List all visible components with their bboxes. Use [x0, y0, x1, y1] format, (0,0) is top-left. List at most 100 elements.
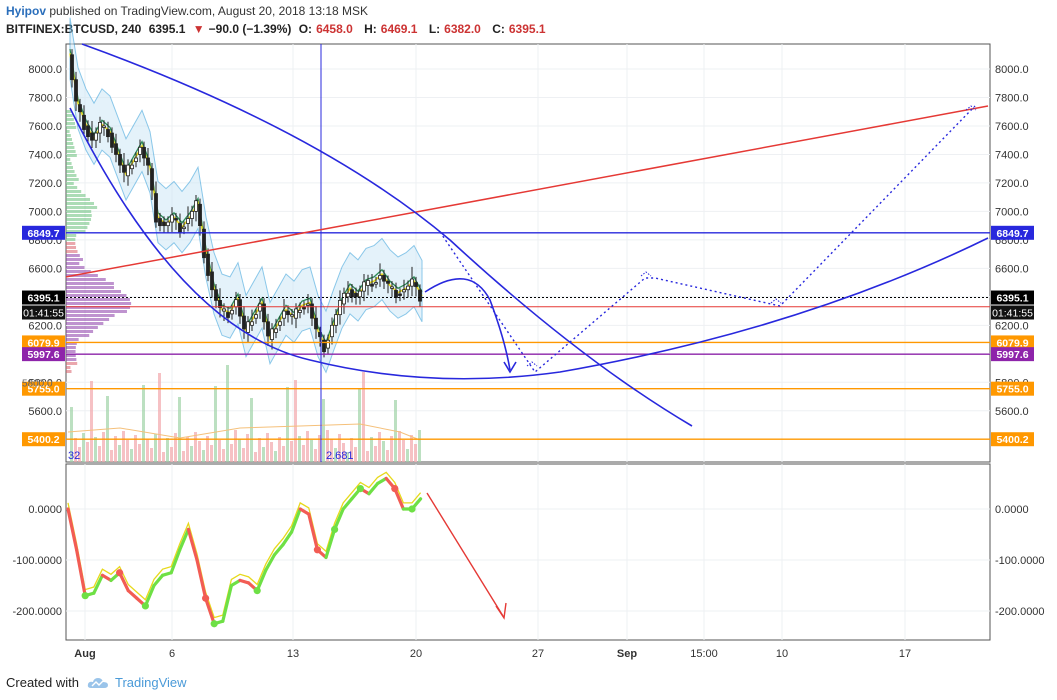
volume-bar	[230, 444, 233, 462]
author-name[interactable]: Hyipov	[6, 4, 47, 18]
volume-profile-bar	[66, 366, 71, 369]
x-tick-label: Sep	[617, 648, 637, 660]
y-tick-label-left: 8000.0	[28, 64, 62, 76]
candle-body	[290, 314, 294, 317]
candle-body	[182, 226, 186, 229]
level-badge-label: 6395.1	[996, 293, 1028, 305]
candle-body	[242, 315, 246, 330]
candle-body	[294, 308, 298, 319]
candle-body	[158, 218, 162, 227]
y-tick-label-left: 5600.0	[28, 406, 62, 418]
x-tick-label: 6	[169, 648, 175, 660]
volume-bar	[410, 435, 413, 462]
volume-bar	[358, 388, 361, 462]
volume-bar	[350, 438, 353, 462]
oscillator-segment	[324, 527, 337, 560]
bollinger-band	[69, 17, 423, 374]
volume-profile-bar	[66, 190, 82, 193]
volume-profile-bar	[66, 298, 130, 301]
level-badge-label: 5755.0	[27, 384, 59, 396]
volume-profile-bar	[66, 318, 110, 321]
oscillator-segment	[221, 583, 233, 623]
forecast-arrow-head-icon	[495, 602, 507, 620]
volume-bar	[154, 434, 157, 462]
oscillator-segment	[290, 507, 302, 534]
candle-body	[138, 146, 142, 155]
volume-bar	[90, 381, 93, 462]
volume-bar	[122, 431, 125, 462]
volume-bar	[238, 439, 241, 462]
candle-body	[326, 339, 330, 349]
candle-body	[206, 253, 210, 276]
y-tick-label-left: 7200.0	[28, 178, 62, 190]
candle-body	[386, 280, 390, 284]
oscillator-segment	[333, 507, 345, 532]
volume-value-label: 32	[68, 450, 80, 462]
osc-tick-label-right: -100.0000	[995, 555, 1045, 567]
candle-body	[278, 321, 282, 326]
candle-body	[410, 278, 414, 287]
level-badge	[22, 290, 65, 305]
level-badge-label: 5755.0	[996, 384, 1028, 396]
volume-profile-bar	[66, 278, 106, 281]
volume-profile-bar	[66, 314, 115, 317]
candle-body	[298, 309, 302, 313]
osc-tick-label-left: -100.0000	[12, 555, 62, 567]
candle-body	[390, 286, 394, 289]
tradingview-brand[interactable]: TradingView	[114, 675, 187, 690]
candle-body	[178, 223, 182, 233]
candle-body	[330, 324, 334, 338]
volume-bar	[298, 436, 301, 462]
volume-bar	[214, 386, 217, 462]
volume-bar	[146, 439, 149, 462]
volume-profile-bar	[66, 354, 76, 357]
candle-body	[354, 292, 358, 298]
y-tick-label-left: 7000.0	[28, 206, 62, 218]
x-tick-label: 13	[287, 648, 299, 660]
oscillator-segment	[126, 588, 139, 600]
volume-profile-bar	[66, 362, 78, 365]
footer: Created with TradingView	[6, 675, 187, 690]
level-badge	[22, 335, 65, 350]
level-badge	[991, 225, 1034, 240]
volume-bar	[278, 437, 281, 462]
candle-body	[322, 339, 326, 353]
candle-body	[346, 292, 350, 298]
volume-bars	[70, 365, 421, 462]
volume-profile-bar	[66, 178, 79, 181]
volume-bar	[98, 446, 101, 462]
y-tick-label-right: 5600.0	[995, 406, 1029, 418]
trend-line-red	[65, 105, 989, 278]
volume-bar	[270, 442, 273, 462]
x-tick-label: 27	[532, 648, 544, 660]
oscillator-segment	[272, 543, 285, 557]
volume-bar	[390, 436, 393, 462]
cross-marker	[391, 485, 399, 493]
volume-profile-bar	[66, 198, 90, 201]
volume-profile-bar	[66, 350, 76, 353]
candle-body	[130, 164, 134, 170]
volume-profile-bar	[66, 110, 72, 113]
oscillator-segment	[152, 573, 165, 588]
candle-body	[170, 214, 174, 223]
volume-bar	[338, 434, 341, 462]
high-value: H: 6469.1	[364, 22, 418, 36]
y-tick-label-left: 6600.0	[28, 263, 62, 275]
candle-body	[266, 321, 270, 337]
volume-bar	[310, 440, 313, 462]
level-badge	[22, 381, 65, 396]
x-tick-label: 15:00	[690, 648, 718, 660]
oscillator-segment	[298, 507, 311, 516]
volume-bar	[414, 444, 417, 462]
candle-body	[198, 203, 202, 227]
oscillator-segment	[178, 527, 190, 552]
x-tick-label: 10	[776, 648, 788, 660]
volume-bar	[322, 399, 325, 462]
candle-body	[382, 275, 386, 282]
candle-body	[90, 132, 94, 141]
level-badge	[22, 225, 65, 240]
level-badge-label: 5997.6	[27, 349, 59, 361]
volume-bar	[130, 449, 133, 462]
volume-profile-bar	[66, 246, 77, 249]
